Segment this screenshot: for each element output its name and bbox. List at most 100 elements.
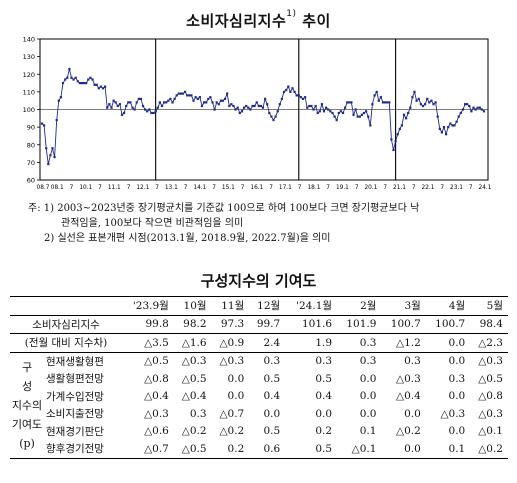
contribution-table: '23.9월 10월 11월 12월 '24.1월 2월 3월 4월 5월 소비… — [10, 296, 508, 459]
data-point — [234, 108, 237, 111]
header-cell: 11월 — [211, 296, 250, 316]
data-point — [474, 108, 477, 111]
data-point — [163, 101, 166, 104]
data-point — [362, 111, 366, 115]
data-point — [228, 104, 231, 108]
data-point — [455, 120, 458, 123]
table-cell: △0.2 — [219, 425, 245, 438]
y-tick-label: 110 — [23, 88, 35, 96]
data-point — [66, 76, 69, 79]
data-point — [196, 97, 199, 100]
component-name: 향후경기전망 — [44, 440, 122, 459]
data-point — [93, 83, 96, 86]
data-point — [369, 124, 372, 127]
component-rows: 구 성 지수의 기여도 (p) 현재생활형편 △0.5 △0.3 △0.3 0.3 0.3 0.3 0.… — [10, 351, 508, 459]
x-tick-label: 7 — [184, 185, 188, 190]
table-row-csi: 소비자심리지수 99.8 98.2 97.3 99.7 101.6 101.9 … — [10, 315, 508, 334]
data-point — [112, 99, 115, 102]
data-point — [114, 101, 117, 104]
table-cell: 0.0 — [227, 390, 245, 403]
header-cell: 10월 — [173, 296, 212, 316]
data-point — [419, 103, 422, 106]
y-tick-label: 100 — [23, 106, 35, 114]
data-point — [274, 115, 277, 118]
data-point — [40, 122, 44, 125]
data-point — [158, 101, 161, 104]
data-point — [278, 103, 281, 106]
data-point — [152, 111, 155, 115]
data-point — [80, 82, 84, 85]
data-point — [106, 106, 109, 109]
table-cell: 0.5 — [285, 440, 338, 459]
data-point — [306, 106, 309, 109]
table-cell: △0.4 — [181, 390, 207, 403]
chart-title-suffix: 추이 — [296, 12, 331, 30]
data-point — [175, 94, 178, 97]
table-cell: △1.2 — [381, 333, 426, 352]
x-tick-label: 24.1 — [479, 185, 492, 190]
table-cell: 101.6 — [301, 318, 333, 331]
data-point — [108, 103, 111, 106]
data-point — [72, 78, 75, 81]
data-point — [215, 101, 218, 104]
table-cell: △0.4 — [144, 390, 169, 403]
header-cell: 5월 — [470, 296, 508, 316]
data-point — [240, 110, 244, 113]
data-point — [179, 92, 182, 95]
data-point — [139, 97, 142, 100]
data-point — [394, 140, 397, 143]
y-tick-label: 60 — [27, 177, 35, 185]
data-point — [398, 127, 401, 130]
x-tick-label: 7 — [326, 185, 330, 190]
group-label-line: (p) — [19, 436, 35, 450]
data-point — [426, 97, 429, 100]
data-point — [386, 101, 389, 104]
table-cell: △0.5 — [478, 372, 503, 385]
data-point — [259, 104, 262, 108]
data-point — [188, 94, 191, 97]
header-cell: 3월 — [381, 296, 426, 316]
data-point — [316, 111, 319, 115]
x-tick-label: 19.1 — [336, 185, 349, 190]
header-cell: 12월 — [249, 296, 286, 316]
header-blank — [10, 296, 122, 316]
data-point — [293, 90, 296, 93]
data-point — [325, 106, 328, 109]
data-point — [101, 87, 105, 90]
table-cell: 0.0 — [404, 407, 421, 420]
data-point — [354, 108, 357, 111]
data-point — [110, 106, 113, 109]
data-point — [352, 113, 355, 116]
data-point — [160, 104, 164, 108]
data-point — [333, 115, 336, 118]
data-point — [70, 76, 73, 79]
x-tick-label: 7 — [440, 185, 444, 190]
data-point — [285, 89, 288, 92]
data-point — [301, 97, 305, 100]
table-cell: △0.1 — [337, 440, 382, 459]
data-point — [95, 83, 98, 86]
data-point — [457, 115, 460, 118]
x-tick-label: 7 — [298, 185, 302, 190]
data-point — [141, 104, 145, 108]
data-point — [436, 115, 439, 118]
data-point — [447, 126, 450, 129]
y-tick-label: 120 — [23, 71, 35, 79]
table-cell: 0.3 — [448, 372, 466, 385]
x-tick-label: 22.1 — [422, 185, 435, 190]
table-cell: △0.3 — [440, 407, 466, 420]
table-cell: 0.0 — [425, 351, 471, 370]
data-point — [230, 103, 233, 106]
table-cell: 99.7 — [256, 318, 281, 331]
data-point — [434, 101, 437, 104]
data-point — [127, 101, 130, 104]
data-point — [411, 96, 414, 99]
table-cell: 0.5 — [263, 372, 281, 385]
data-point — [253, 104, 256, 108]
header-cell: '24.1월 — [285, 296, 338, 316]
data-point — [232, 104, 235, 108]
table-cell: △0.3 — [211, 351, 250, 370]
table-cell: △0.2 — [181, 425, 207, 438]
data-point — [247, 106, 250, 109]
data-point — [184, 90, 187, 93]
